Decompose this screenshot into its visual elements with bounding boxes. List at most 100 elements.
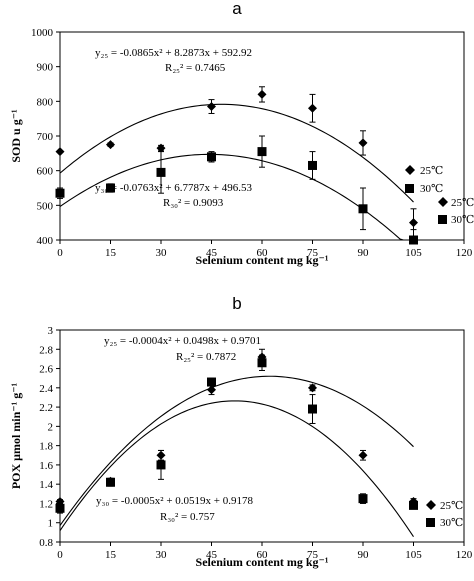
y-tick-label: 600 xyxy=(37,166,54,178)
y-tick-label: 3 xyxy=(48,325,54,337)
panel-a-label: a xyxy=(232,0,242,18)
equation-25-b: y₂₅ = -0.0004x² + 0.0498x + 0.9701 xyxy=(104,335,261,347)
data-point-30c xyxy=(257,358,267,368)
legend-diamond-marker-a2 xyxy=(438,197,448,207)
equation-30-a: y₃₀ = -0.0763x² + 6.7787x + 496.53 xyxy=(95,182,252,194)
fit-curves-b xyxy=(59,375,414,538)
y-ticks-b: 0.8 1 1.2 1.4 1.6 1.8 2 2.2 2.4 2.6 2.8 3 xyxy=(39,325,60,549)
data-point-25c xyxy=(106,140,115,150)
y-tick-label: 1.4 xyxy=(39,479,53,491)
equation-30-b: y₃₀ = -0.0005x² + 0.0519x + 0.9178 xyxy=(96,495,253,507)
data-point-30c xyxy=(55,503,65,513)
data-point-25c xyxy=(409,218,418,228)
y-tick-label: 1 xyxy=(48,518,54,530)
x-tick-label: 105 xyxy=(405,247,422,259)
data-point-30c xyxy=(207,152,216,162)
data-point-30c xyxy=(55,188,65,198)
legend-30-label-b: 30℃ xyxy=(440,517,463,529)
y-tick-label: 1.2 xyxy=(39,498,53,510)
data-point-25c xyxy=(257,89,267,99)
legend-diamond-marker-b xyxy=(426,500,436,510)
fit-curve-25c xyxy=(59,103,414,203)
x-tick-label: 45 xyxy=(206,549,218,561)
legend-25-label-a2: 25℃ xyxy=(451,197,474,209)
data-point-25c xyxy=(207,102,216,112)
data-point-25c xyxy=(156,143,166,153)
panel-a-sod-chart: a 400 500 600 700 800 900 1000 0 15 30 45 60 75 90 10… xyxy=(9,0,474,267)
y-tick-label: 1.8 xyxy=(39,441,53,453)
x-tick-label: 75 xyxy=(307,247,319,259)
data-point-30c xyxy=(156,167,166,177)
legend-square-marker-a1 xyxy=(405,184,414,193)
r-squared-25-a: R₂₅² = 0.7465 xyxy=(165,62,226,74)
y-tick-label: 2.8 xyxy=(39,344,53,356)
panel-b-pox-chart: b 0.8 1 1.2 1.4 1.6 1.8 2 2.2 2.4 2.6 2.8 3 0 15 30 45… xyxy=(9,294,473,569)
r-squared-30-b: R₃₀² = 0.757 xyxy=(160,511,215,523)
x-tick-label: 15 xyxy=(105,549,117,561)
data-point-25c xyxy=(207,385,216,395)
data-point-30c xyxy=(308,404,317,414)
legend-a-inner: 25℃ 30℃ xyxy=(405,165,443,195)
x-tick-label: 30 xyxy=(156,247,168,259)
data-points-a xyxy=(55,86,418,245)
data-point-30c xyxy=(409,500,418,510)
data-point-30c xyxy=(106,477,115,487)
data-point-25c xyxy=(55,147,65,157)
y-tick-label: 400 xyxy=(37,235,54,247)
y-tick-label: 700 xyxy=(37,131,54,143)
x-ticks-b: 0 15 30 45 60 75 90 105 120 xyxy=(57,542,473,561)
y-tick-label: 2 xyxy=(48,421,54,433)
fit-curve-30c xyxy=(59,400,414,538)
x-tick-label: 120 xyxy=(456,247,473,259)
data-point-25c xyxy=(308,383,317,393)
x-axis-title-b: Selenium content mg kg⁻¹ xyxy=(196,555,329,569)
x-tick-label: 90 xyxy=(358,549,370,561)
y-tick-label: 2.6 xyxy=(39,364,53,376)
x-tick-label: 0 xyxy=(57,247,63,259)
y-tick-label: 2.4 xyxy=(39,383,53,395)
fit-curves-a xyxy=(59,103,414,241)
y-tick-label: 0.8 xyxy=(39,537,53,549)
data-point-25c xyxy=(358,138,368,148)
legend-25-label-b: 25℃ xyxy=(440,500,463,512)
legend-30-label-a2: 30℃ xyxy=(451,214,474,226)
data-point-30c xyxy=(257,147,267,157)
x-ticks-a: 0 15 30 45 60 75 90 105 120 xyxy=(57,240,473,259)
legend-square-marker-b xyxy=(426,518,435,527)
y-tick-label: 1.6 xyxy=(39,460,53,472)
data-point-30c xyxy=(106,183,115,193)
y-tick-label: 500 xyxy=(37,200,54,212)
x-tick-label: 60 xyxy=(257,549,269,561)
data-point-25c xyxy=(358,450,368,460)
data-point-30c xyxy=(207,377,216,387)
legend-a-edge: 25℃ 30℃ xyxy=(438,197,474,226)
x-tick-label: 60 xyxy=(257,247,269,259)
x-tick-label: 75 xyxy=(307,549,319,561)
y-tick-label: 1000 xyxy=(31,27,54,39)
x-tick-label: 90 xyxy=(358,247,370,259)
data-point-30c xyxy=(308,160,317,170)
x-tick-label: 30 xyxy=(156,549,168,561)
data-point-30c xyxy=(358,204,368,214)
y-ticks-a: 400 500 600 700 800 900 1000 xyxy=(31,27,60,247)
y-tick-label: 800 xyxy=(37,96,54,108)
y-tick-label: 900 xyxy=(37,62,54,74)
data-point-30c xyxy=(409,235,418,245)
fit-curve-30c xyxy=(59,153,404,241)
x-tick-label: 120 xyxy=(456,549,473,561)
x-tick-label: 15 xyxy=(105,247,117,259)
x-tick-label: 45 xyxy=(206,247,218,259)
data-point-30c xyxy=(358,494,368,504)
legend-diamond-marker-a1 xyxy=(405,165,415,175)
fit-curve-25c xyxy=(59,375,414,526)
legend-b: 25℃ 30℃ xyxy=(426,500,463,529)
y-axis-title-b: POX μmol min⁻¹ g⁻¹ xyxy=(9,382,23,489)
y-tick-label: 2.2 xyxy=(39,402,53,414)
data-point-25c xyxy=(308,103,317,113)
legend-25-label-a1: 25℃ xyxy=(420,165,443,177)
r-squared-25-b: R₂₅² = 0.7872 xyxy=(176,351,236,363)
legend-30-label-a1: 30℃ xyxy=(420,183,443,195)
data-points-b xyxy=(55,348,418,514)
data-point-30c xyxy=(156,460,166,470)
